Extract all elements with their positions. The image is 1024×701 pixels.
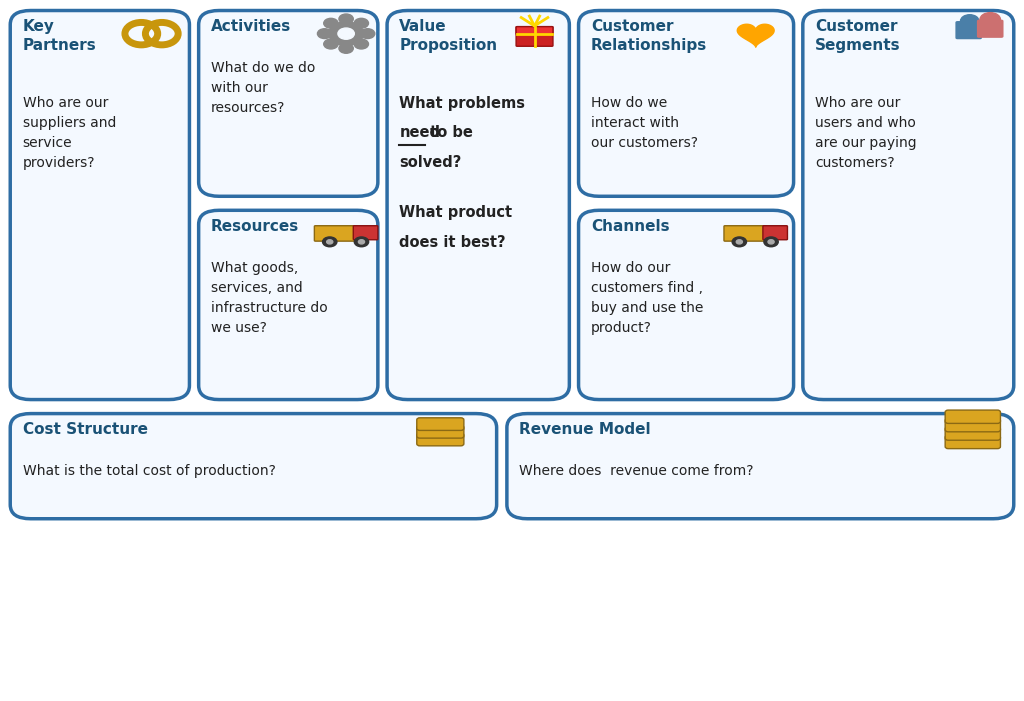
- FancyBboxPatch shape: [803, 11, 1014, 400]
- Circle shape: [317, 29, 332, 39]
- Text: What do we do
with our
resources?: What do we do with our resources?: [211, 61, 315, 115]
- FancyBboxPatch shape: [417, 433, 464, 446]
- FancyBboxPatch shape: [955, 21, 982, 39]
- Circle shape: [354, 237, 369, 247]
- Circle shape: [329, 22, 364, 46]
- Text: does it best?: does it best?: [399, 235, 506, 250]
- Text: What product: What product: [399, 205, 512, 220]
- Text: Who are our
users and who
are our paying
customers?: Who are our users and who are our paying…: [815, 96, 916, 170]
- FancyBboxPatch shape: [353, 226, 378, 240]
- Text: need: need: [399, 125, 440, 140]
- Circle shape: [768, 240, 774, 244]
- Circle shape: [324, 39, 338, 49]
- FancyBboxPatch shape: [199, 210, 378, 400]
- Text: Who are our
suppliers and
service
providers?: Who are our suppliers and service provid…: [23, 96, 116, 170]
- Circle shape: [338, 28, 354, 39]
- FancyBboxPatch shape: [945, 435, 1000, 449]
- Circle shape: [324, 18, 338, 28]
- Text: Customer
Relationships: Customer Relationships: [591, 19, 708, 53]
- FancyBboxPatch shape: [579, 210, 794, 400]
- Circle shape: [358, 240, 365, 244]
- Circle shape: [354, 18, 369, 28]
- Text: What is the total cost of production?: What is the total cost of production?: [23, 464, 275, 478]
- FancyBboxPatch shape: [763, 226, 787, 240]
- Polygon shape: [737, 25, 774, 47]
- Text: Customer
Segments: Customer Segments: [815, 19, 901, 53]
- FancyBboxPatch shape: [945, 427, 1000, 440]
- Text: Revenue Model: Revenue Model: [519, 422, 651, 437]
- FancyBboxPatch shape: [314, 226, 357, 241]
- Text: What goods,
services, and
infrastructure do
we use?: What goods, services, and infrastructure…: [211, 261, 328, 335]
- FancyBboxPatch shape: [10, 11, 189, 400]
- Circle shape: [764, 237, 778, 247]
- FancyBboxPatch shape: [945, 410, 1000, 423]
- Text: Resources: Resources: [211, 219, 299, 233]
- Circle shape: [354, 39, 369, 49]
- Circle shape: [980, 13, 1000, 27]
- Text: to be: to be: [425, 125, 473, 140]
- Text: solved?: solved?: [399, 155, 462, 170]
- Text: Activities: Activities: [211, 19, 291, 34]
- FancyBboxPatch shape: [507, 414, 1014, 519]
- FancyBboxPatch shape: [199, 11, 378, 196]
- FancyBboxPatch shape: [724, 226, 767, 241]
- FancyBboxPatch shape: [516, 27, 553, 46]
- FancyBboxPatch shape: [516, 27, 553, 34]
- Circle shape: [360, 29, 375, 39]
- Text: Where does  revenue come from?: Where does revenue come from?: [519, 464, 754, 478]
- FancyBboxPatch shape: [977, 20, 1004, 38]
- FancyBboxPatch shape: [387, 11, 569, 400]
- Text: How do we
interact with
our customers?: How do we interact with our customers?: [591, 96, 697, 150]
- Circle shape: [732, 237, 746, 247]
- Circle shape: [961, 15, 979, 27]
- Circle shape: [339, 14, 353, 24]
- FancyBboxPatch shape: [10, 414, 497, 519]
- Text: How do our
customers find ,
buy and use the
product?: How do our customers find , buy and use …: [591, 261, 703, 335]
- Text: Cost Structure: Cost Structure: [23, 422, 147, 437]
- Text: What problems: What problems: [399, 96, 525, 111]
- FancyBboxPatch shape: [417, 426, 464, 438]
- Circle shape: [339, 43, 353, 53]
- Text: Key
Partners: Key Partners: [23, 19, 96, 53]
- Circle shape: [323, 237, 337, 247]
- Circle shape: [736, 240, 742, 244]
- Text: Channels: Channels: [591, 219, 670, 233]
- Text: Value
Proposition: Value Proposition: [399, 19, 498, 53]
- FancyBboxPatch shape: [579, 11, 794, 196]
- Circle shape: [327, 240, 333, 244]
- FancyBboxPatch shape: [417, 418, 464, 430]
- FancyBboxPatch shape: [945, 418, 1000, 432]
